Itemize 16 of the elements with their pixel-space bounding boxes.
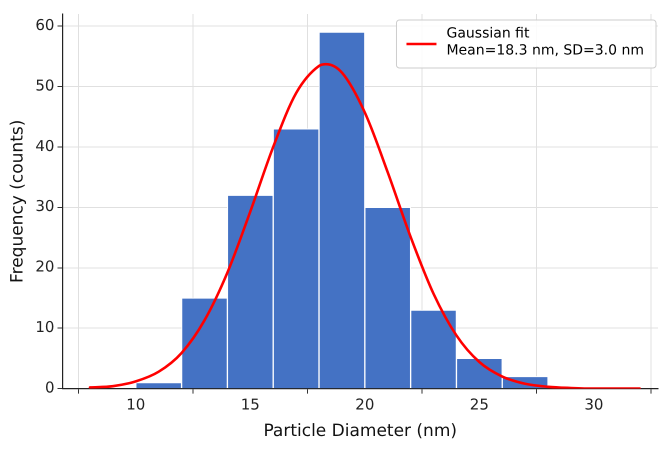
y-tick-label: 10 <box>35 318 54 336</box>
x-tick-label: 15 <box>240 395 260 414</box>
x-tick-label: 10 <box>126 395 146 414</box>
x-tick-label: 25 <box>470 395 489 414</box>
y-tick-label: 20 <box>35 258 54 276</box>
y-tick-label: 60 <box>35 16 54 34</box>
y-tick-label: 40 <box>35 136 54 155</box>
x-tick-label: 30 <box>584 395 604 414</box>
line-series <box>88 62 641 389</box>
y-tick-label: 0 <box>44 378 54 396</box>
x-axis-title: Particle Diameter (nm) <box>263 421 458 442</box>
y-tick-label: 30 <box>35 197 54 216</box>
legend-label: Gaussian fit Mean=18.3 nm, SD=3.0 nm <box>446 26 644 59</box>
x-tick-label: 20 <box>355 395 374 414</box>
y-tick-label: 50 <box>35 76 54 94</box>
y-axis-title: Frequency (counts) <box>8 120 28 283</box>
